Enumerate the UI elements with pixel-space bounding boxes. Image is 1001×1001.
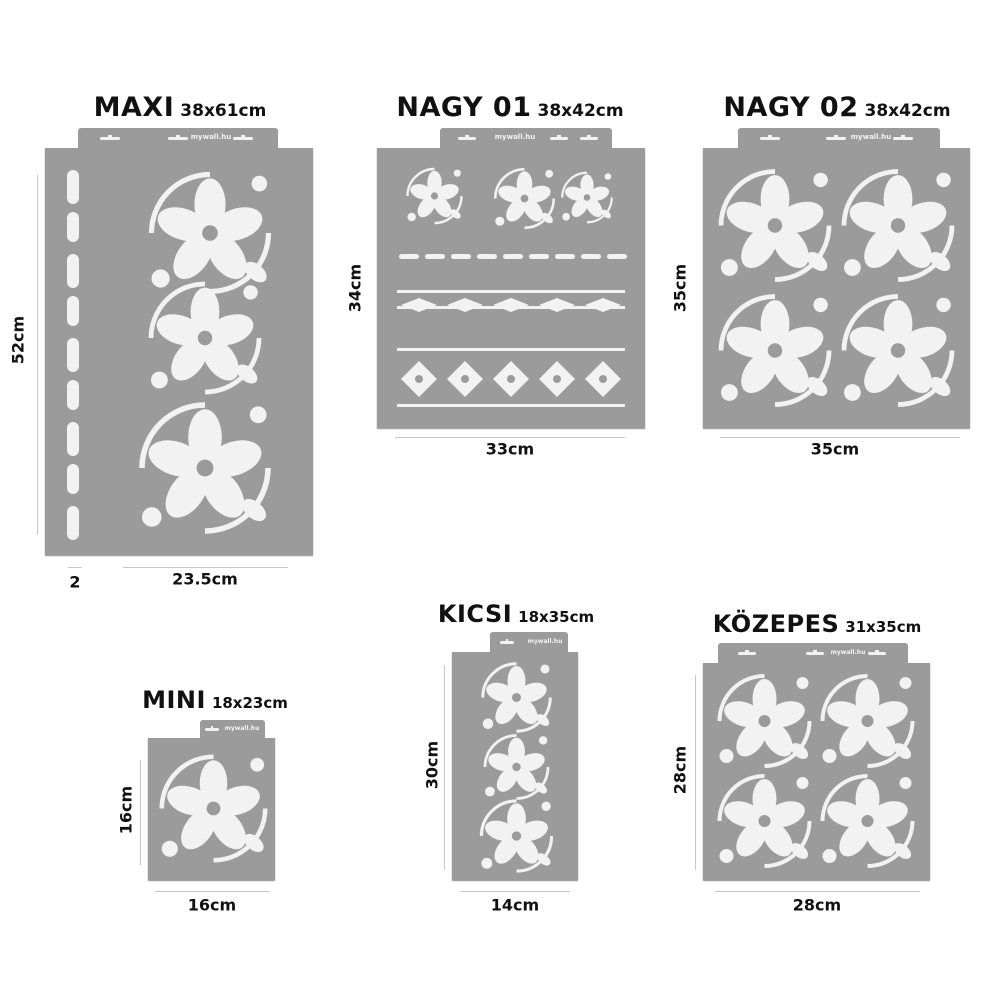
stencil-hanger-tab: mywall.hu: [78, 128, 278, 149]
brand-label: mywall.hu: [190, 133, 232, 141]
width-label: 33cm: [485, 439, 535, 459]
width-label: 35cm: [810, 439, 860, 459]
height-label: 52cm: [8, 315, 28, 365]
floral-pattern: [703, 663, 930, 880]
stencil-hanger-tab: mywall.hu: [490, 632, 568, 653]
stencil-title-kozepes: KÖZEPES 31x35cm: [712, 610, 922, 638]
stencil-nagy-01: [377, 148, 645, 428]
stencil-title-kicsi: KICSI 18x35cm: [437, 600, 595, 628]
floral-pattern: [452, 652, 578, 880]
width-label: 28cm: [792, 895, 842, 915]
stencil-title-nagy-02: NAGY 02 38x42cm: [723, 92, 951, 123]
height-label: 30cm: [422, 740, 442, 790]
floral-pattern: [67, 170, 313, 540]
stencil-hanger-tab: mywall.hu: [440, 128, 612, 149]
width-label: 23.5cm: [172, 569, 238, 589]
floral-pattern: [148, 738, 275, 880]
stencil-kozepes: [703, 663, 930, 880]
stencil-hanger-tab: mywall.hu: [718, 643, 908, 664]
stencil-title-nagy-01: NAGY 01 38x42cm: [396, 92, 624, 123]
width-label: 16cm: [187, 895, 237, 915]
width-label: 14cm: [490, 895, 540, 915]
stencil-maxi: [45, 148, 313, 555]
height-label: 35cm: [670, 263, 690, 313]
height-label: 28cm: [670, 745, 690, 795]
floral-pattern: [703, 148, 970, 428]
border-label: 2: [69, 572, 81, 592]
border-pattern: [397, 167, 627, 407]
stencil-kicsi: [452, 652, 578, 880]
stencil-title-mini: MINI 18x23cm: [142, 686, 288, 714]
height-label: 16cm: [116, 785, 136, 835]
stencil-hanger-tab: mywall.hu: [738, 128, 940, 149]
stencil-hanger-tab: mywall.hu: [200, 720, 265, 739]
height-label: 34cm: [345, 263, 365, 313]
stencil-title-maxi: MAXI 38x61cm: [93, 92, 267, 123]
stencil-mini: [148, 738, 275, 880]
stencil-nagy-02: [703, 148, 970, 428]
